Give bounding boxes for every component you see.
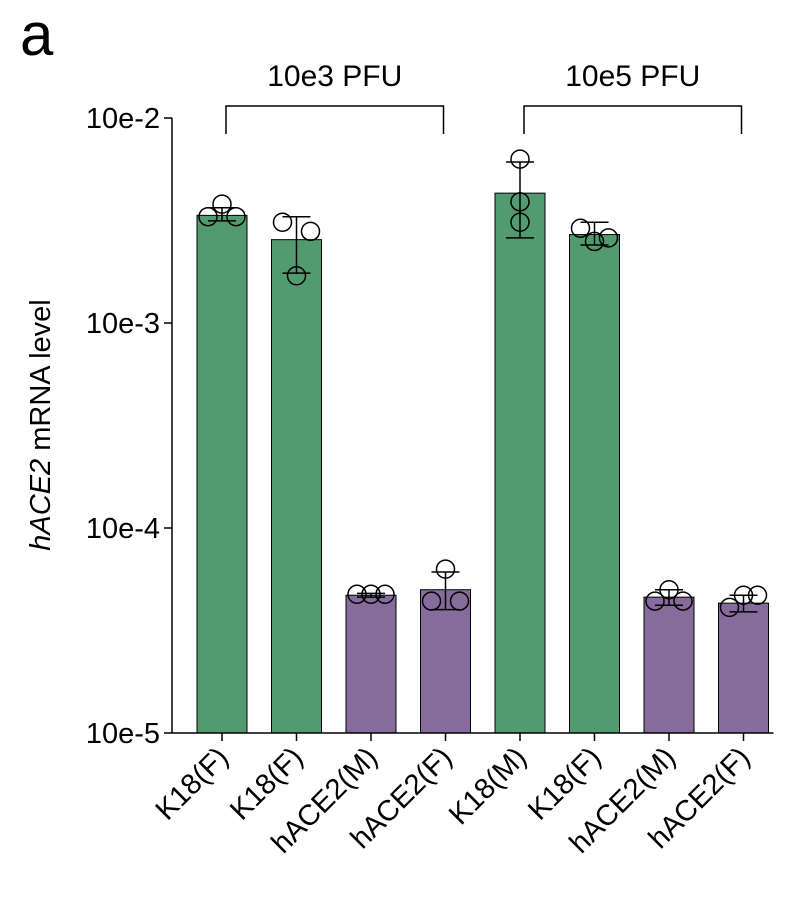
- data-point: [226, 206, 246, 227]
- bar: [643, 596, 695, 734]
- y-tick-label: 10e-5: [86, 718, 160, 750]
- group-brackets: 10e3 PFU 10e5 PFU: [225, 60, 743, 134]
- data-point: [198, 206, 218, 227]
- bar: [494, 192, 546, 734]
- data-point: [510, 212, 530, 233]
- data-point: [361, 584, 381, 605]
- data-point: [733, 585, 754, 605]
- y-axis-title-text: mRNA level: [25, 299, 57, 459]
- data-point: [510, 192, 530, 212]
- data-point: [300, 221, 321, 242]
- data-point: [747, 585, 768, 605]
- data-points: [198, 149, 768, 618]
- data-point: [719, 597, 740, 618]
- data-point: [272, 212, 293, 233]
- bar: [196, 214, 248, 734]
- y-tick-label: 10e-4: [86, 513, 160, 545]
- data-point: [570, 218, 591, 238]
- y-axis-title-italic: hACE2: [25, 459, 57, 551]
- bars: [196, 192, 769, 734]
- bar: [345, 594, 397, 734]
- data-point: [347, 584, 367, 605]
- data-point: [584, 231, 605, 252]
- data-point: [421, 591, 442, 611]
- y-axis: 10e-2 10e-3 10e-4 10e-5: [86, 103, 173, 750]
- x-axis: K18(F)K18(F)hACE2(M)hACE2(F)K18(M)K18(F)…: [150, 732, 774, 860]
- data-point: [212, 194, 232, 214]
- group-label: 10e5 PFU: [565, 60, 700, 93]
- group-bracket: [225, 105, 445, 134]
- bar: [718, 602, 769, 734]
- bar: [271, 239, 322, 734]
- bar: [420, 589, 471, 734]
- panel-label: a: [20, 1, 54, 68]
- y-axis-title: hACE2 mRNA level: [25, 299, 57, 550]
- bar: [569, 234, 620, 734]
- y-axis-label: hACE2 mRNA level: [25, 299, 57, 550]
- y-tick-label: 10e-3: [86, 308, 160, 340]
- data-point: [510, 149, 530, 169]
- data-point: [673, 591, 693, 611]
- group-bracket: [523, 105, 743, 134]
- y-tick-label: 10e-2: [86, 103, 160, 135]
- data-point: [598, 228, 619, 248]
- x-tick-label: K18(M): [443, 741, 533, 831]
- data-point: [375, 584, 395, 605]
- data-point: [659, 579, 679, 600]
- x-tick-label: K18(F): [150, 741, 235, 826]
- data-point: [449, 591, 470, 611]
- data-point: [286, 266, 307, 286]
- data-point: [435, 559, 456, 579]
- data-point: [645, 591, 665, 611]
- group-label: 10e3 PFU: [267, 60, 402, 93]
